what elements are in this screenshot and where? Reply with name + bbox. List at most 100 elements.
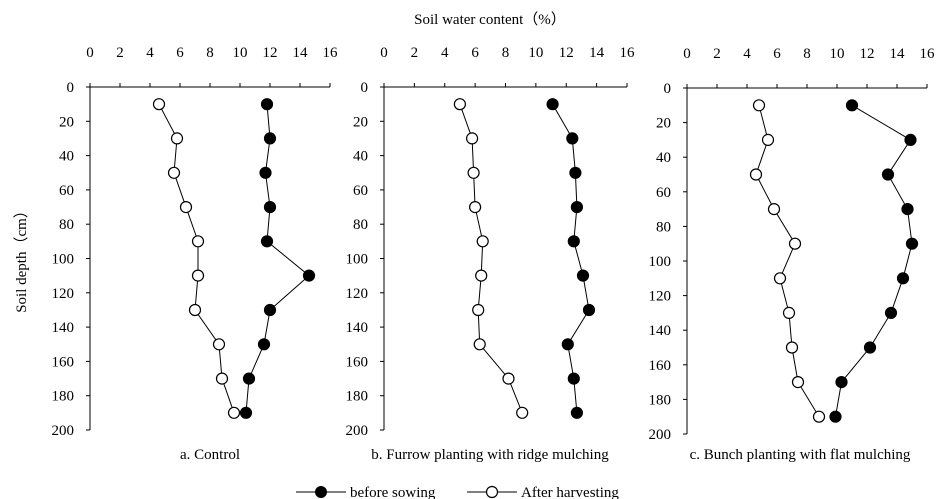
x-tick-label: 4 [146,45,154,61]
x-axis-title: Soil water content（%） [414,11,566,28]
y-tick-label: 160 [649,358,672,374]
data-point-before-sowing [835,376,848,389]
x-tick-label: 14 [890,46,906,62]
data-point-before-sowing [901,203,914,216]
x-tick-label: 6 [773,46,781,62]
data-point-before-sowing [567,372,580,385]
y-tick-label: 60 [59,183,74,199]
y-tick-label: 60 [656,185,671,201]
legend-marker-after-harvesting [485,485,499,499]
data-point-after-harvesting [469,201,482,214]
x-tick-label: 10 [233,45,248,61]
y-tick-label: 160 [346,354,369,370]
data-point-before-sowing [845,99,859,112]
y-tick-label: 20 [59,114,74,130]
x-tick-label: 14 [589,45,605,61]
panel-0: 0 2 4 6 8 10 12 14 16020406080100120140160180200… [52,45,339,463]
y-axis-title: Soil depth（cm） [13,203,30,313]
data-point-before-sowing [257,338,271,351]
data-point-after-harvesting [453,98,466,111]
y-tick-label: 140 [52,320,75,336]
data-point-before-sowing [546,98,559,111]
x-tick-label: 12 [263,45,278,61]
data-point-after-harvesting [516,406,529,419]
x-tick-label: 4 [441,45,449,61]
panel-caption: c. Bunch planting with flat mulching [690,447,911,463]
data-point-before-sowing [904,133,917,146]
x-tick-label: 8 [502,45,510,61]
data-point-before-sowing [302,269,316,282]
x-tick-label: 14 [293,45,309,61]
panel-caption: b. Furrow planting with ridge mulching [371,447,609,463]
y-tick-label: 0 [664,81,672,97]
data-point-after-harvesting [188,303,202,317]
data-point-before-sowing [896,272,910,285]
data-point-before-sowing [905,237,919,250]
data-point-before-sowing [863,341,877,354]
data-point-before-sowing [582,303,596,317]
data-point-before-sowing [259,166,272,179]
y-tick-label: 0 [67,80,75,96]
y-tick-label: 40 [59,149,74,165]
data-point-before-sowing [566,132,579,145]
series-line-after-harvesting [158,103,235,413]
y-tick-label: 40 [656,150,671,166]
data-point-after-harvesting [472,303,485,317]
data-point-after-harvesting [466,132,479,145]
series-line-before-sowing [245,104,310,413]
y-tick-label: 120 [649,289,672,305]
x-tick-label: 4 [743,46,751,62]
x-tick-label: 16 [920,46,936,62]
legend-label-before-sowing: before sowing [350,485,436,499]
y-tick-label: 80 [353,217,368,233]
y-tick-label: 20 [353,114,368,130]
data-point-after-harvesting [227,406,241,419]
x-tick-label: 0 [683,46,691,62]
x-tick-label: 16 [620,45,636,61]
x-tick-label: 8 [206,45,214,61]
x-tick-label: 6 [471,45,479,61]
data-point-before-sowing [576,269,590,282]
data-point-after-harvesting [170,132,184,145]
y-tick-label: 180 [346,389,369,405]
legend-label-after-harvesting: After harvesting [521,485,619,499]
y-tick-label: 100 [346,252,369,268]
data-point-before-sowing [569,166,582,179]
data-point-before-sowing [881,168,895,181]
data-point-after-harvesting [761,133,775,146]
data-point-after-harvesting [502,372,515,385]
data-point-after-harvesting [785,341,799,354]
data-point-before-sowing [570,406,584,419]
data-point-after-harvesting [167,166,181,179]
y-tick-label: 200 [346,423,369,439]
data-point-after-harvesting [752,99,766,112]
y-tick-label: 40 [353,149,368,165]
y-tick-label: 100 [649,254,672,270]
series-line-before-sowing [552,103,590,413]
y-tick-label: 200 [52,423,75,439]
data-point-after-harvesting [812,410,826,423]
y-tick-label: 100 [52,252,75,268]
x-tick-label: 0 [380,45,388,61]
series-line-after-harvesting [459,104,523,413]
data-point-before-sowing [570,201,584,214]
data-point-after-harvesting [152,98,166,111]
x-tick-label: 2 [411,45,419,61]
data-point-before-sowing [242,372,256,385]
y-tick-label: 0 [361,80,369,96]
panel-caption: a. Control [180,447,240,463]
x-tick-label: 6 [176,45,184,61]
x-tick-label: 16 [323,45,339,61]
data-point-after-harvesting [788,237,802,250]
y-tick-label: 80 [656,219,671,235]
x-tick-label: 12 [559,45,574,61]
y-tick-label: 140 [649,323,672,339]
data-point-after-harvesting [782,306,796,319]
y-tick-label: 140 [346,320,369,336]
y-tick-label: 80 [59,217,74,233]
data-point-after-harvesting [475,269,488,282]
data-point-after-harvesting [791,376,805,389]
x-tick-label: 12 [860,46,875,62]
y-tick-label: 200 [649,427,672,443]
